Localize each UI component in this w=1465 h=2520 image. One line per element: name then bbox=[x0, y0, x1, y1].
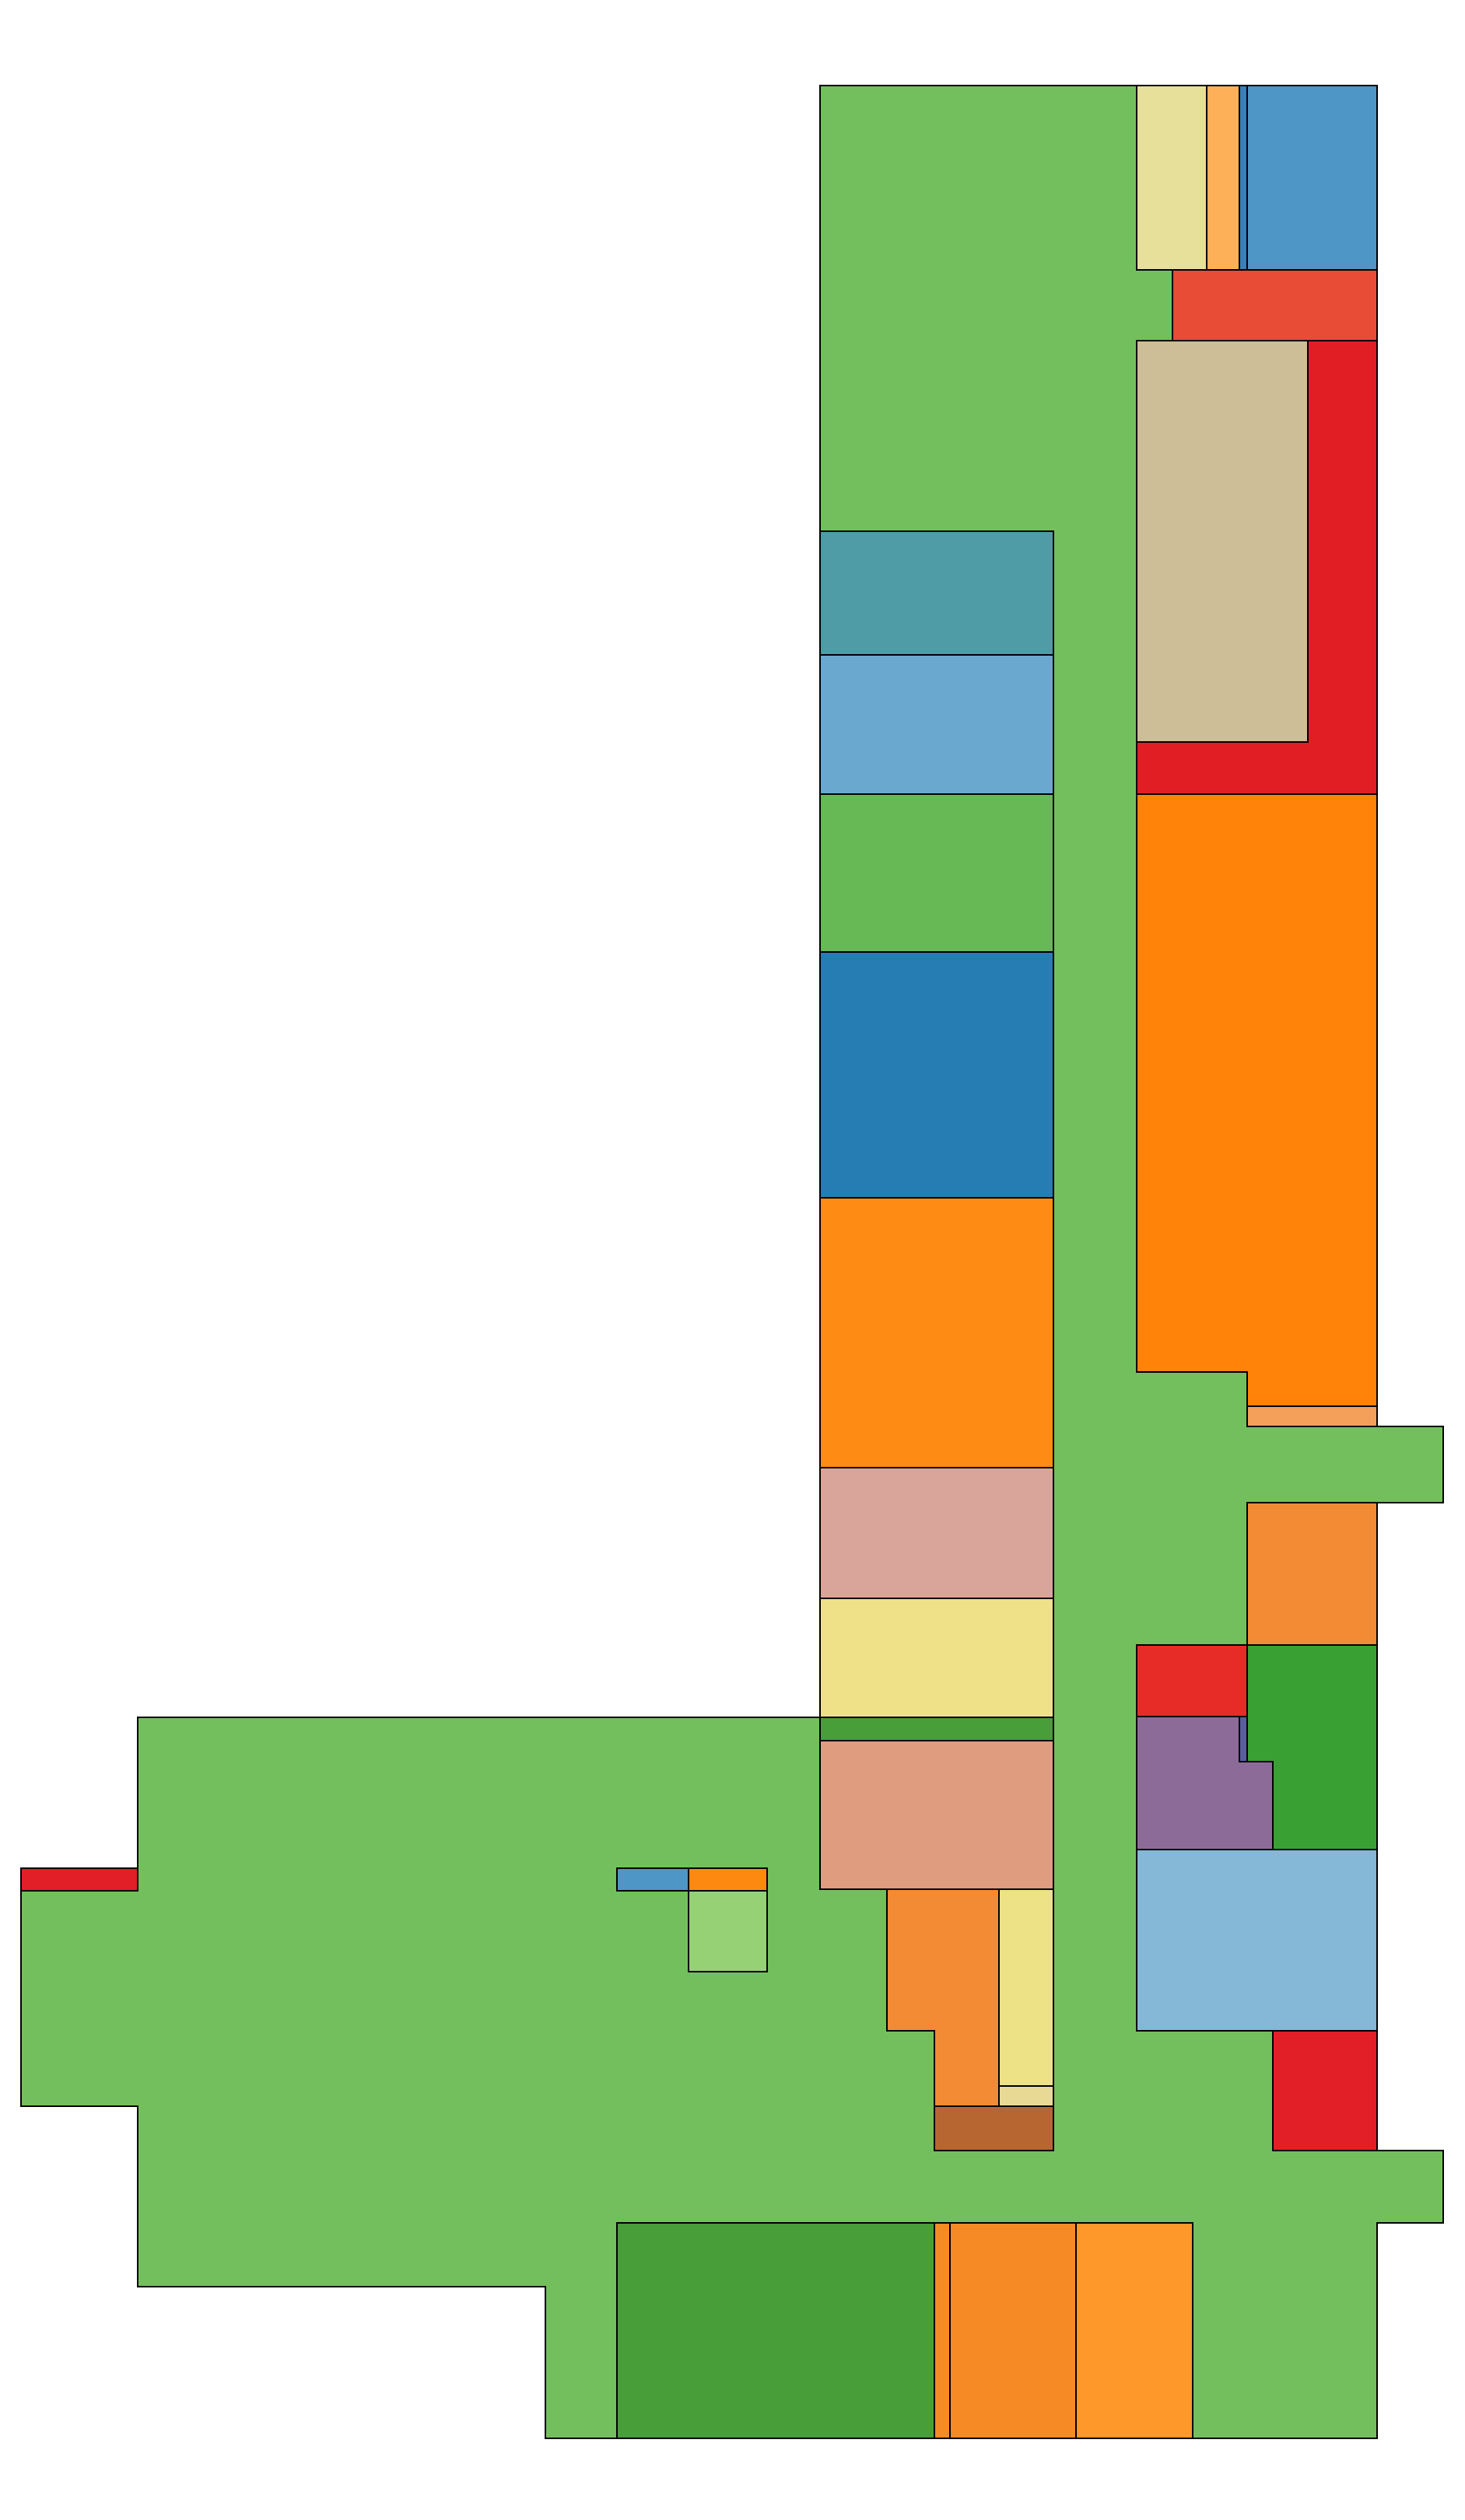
room-r13 bbox=[819, 951, 1054, 1199]
room-r9 bbox=[1246, 1405, 1378, 1427]
room-r10 bbox=[819, 530, 1054, 656]
room-r36 bbox=[949, 2222, 1077, 2439]
room-r25 bbox=[1272, 2030, 1378, 2151]
room-r8 bbox=[1136, 793, 1378, 1407]
room-r31 bbox=[998, 1888, 1054, 2087]
room-r28 bbox=[688, 1867, 768, 1892]
room-r26 bbox=[20, 1867, 138, 1892]
room-r15 bbox=[819, 1467, 1054, 1599]
regions-layer bbox=[20, 85, 1444, 2439]
room-r11 bbox=[819, 654, 1054, 795]
room-r17 bbox=[819, 1717, 1054, 1741]
room-r34 bbox=[616, 2222, 935, 2439]
room-r35 bbox=[934, 2222, 951, 2439]
room-r37 bbox=[1075, 2222, 1193, 2439]
room-r33 bbox=[934, 2105, 1054, 2151]
room-r3 bbox=[1239, 85, 1248, 271]
room-r1 bbox=[1136, 85, 1207, 271]
room-r2 bbox=[1206, 85, 1240, 271]
room-r12 bbox=[819, 793, 1054, 953]
room-r20 bbox=[1136, 1644, 1248, 1717]
room-r5 bbox=[1172, 269, 1378, 341]
room-r32 bbox=[998, 2085, 1054, 2107]
room-r27 bbox=[616, 1867, 689, 1892]
room-r24 bbox=[1136, 1849, 1378, 2032]
room-r4 bbox=[1246, 85, 1378, 271]
room-r29 bbox=[688, 1890, 768, 1972]
room-r7 bbox=[1136, 340, 1309, 743]
room-r14 bbox=[819, 1197, 1054, 1468]
room-r18 bbox=[819, 1740, 1054, 1890]
room-r19 bbox=[1246, 1502, 1378, 1646]
room-r23 bbox=[1239, 1716, 1248, 1762]
room-r16 bbox=[819, 1598, 1054, 1718]
